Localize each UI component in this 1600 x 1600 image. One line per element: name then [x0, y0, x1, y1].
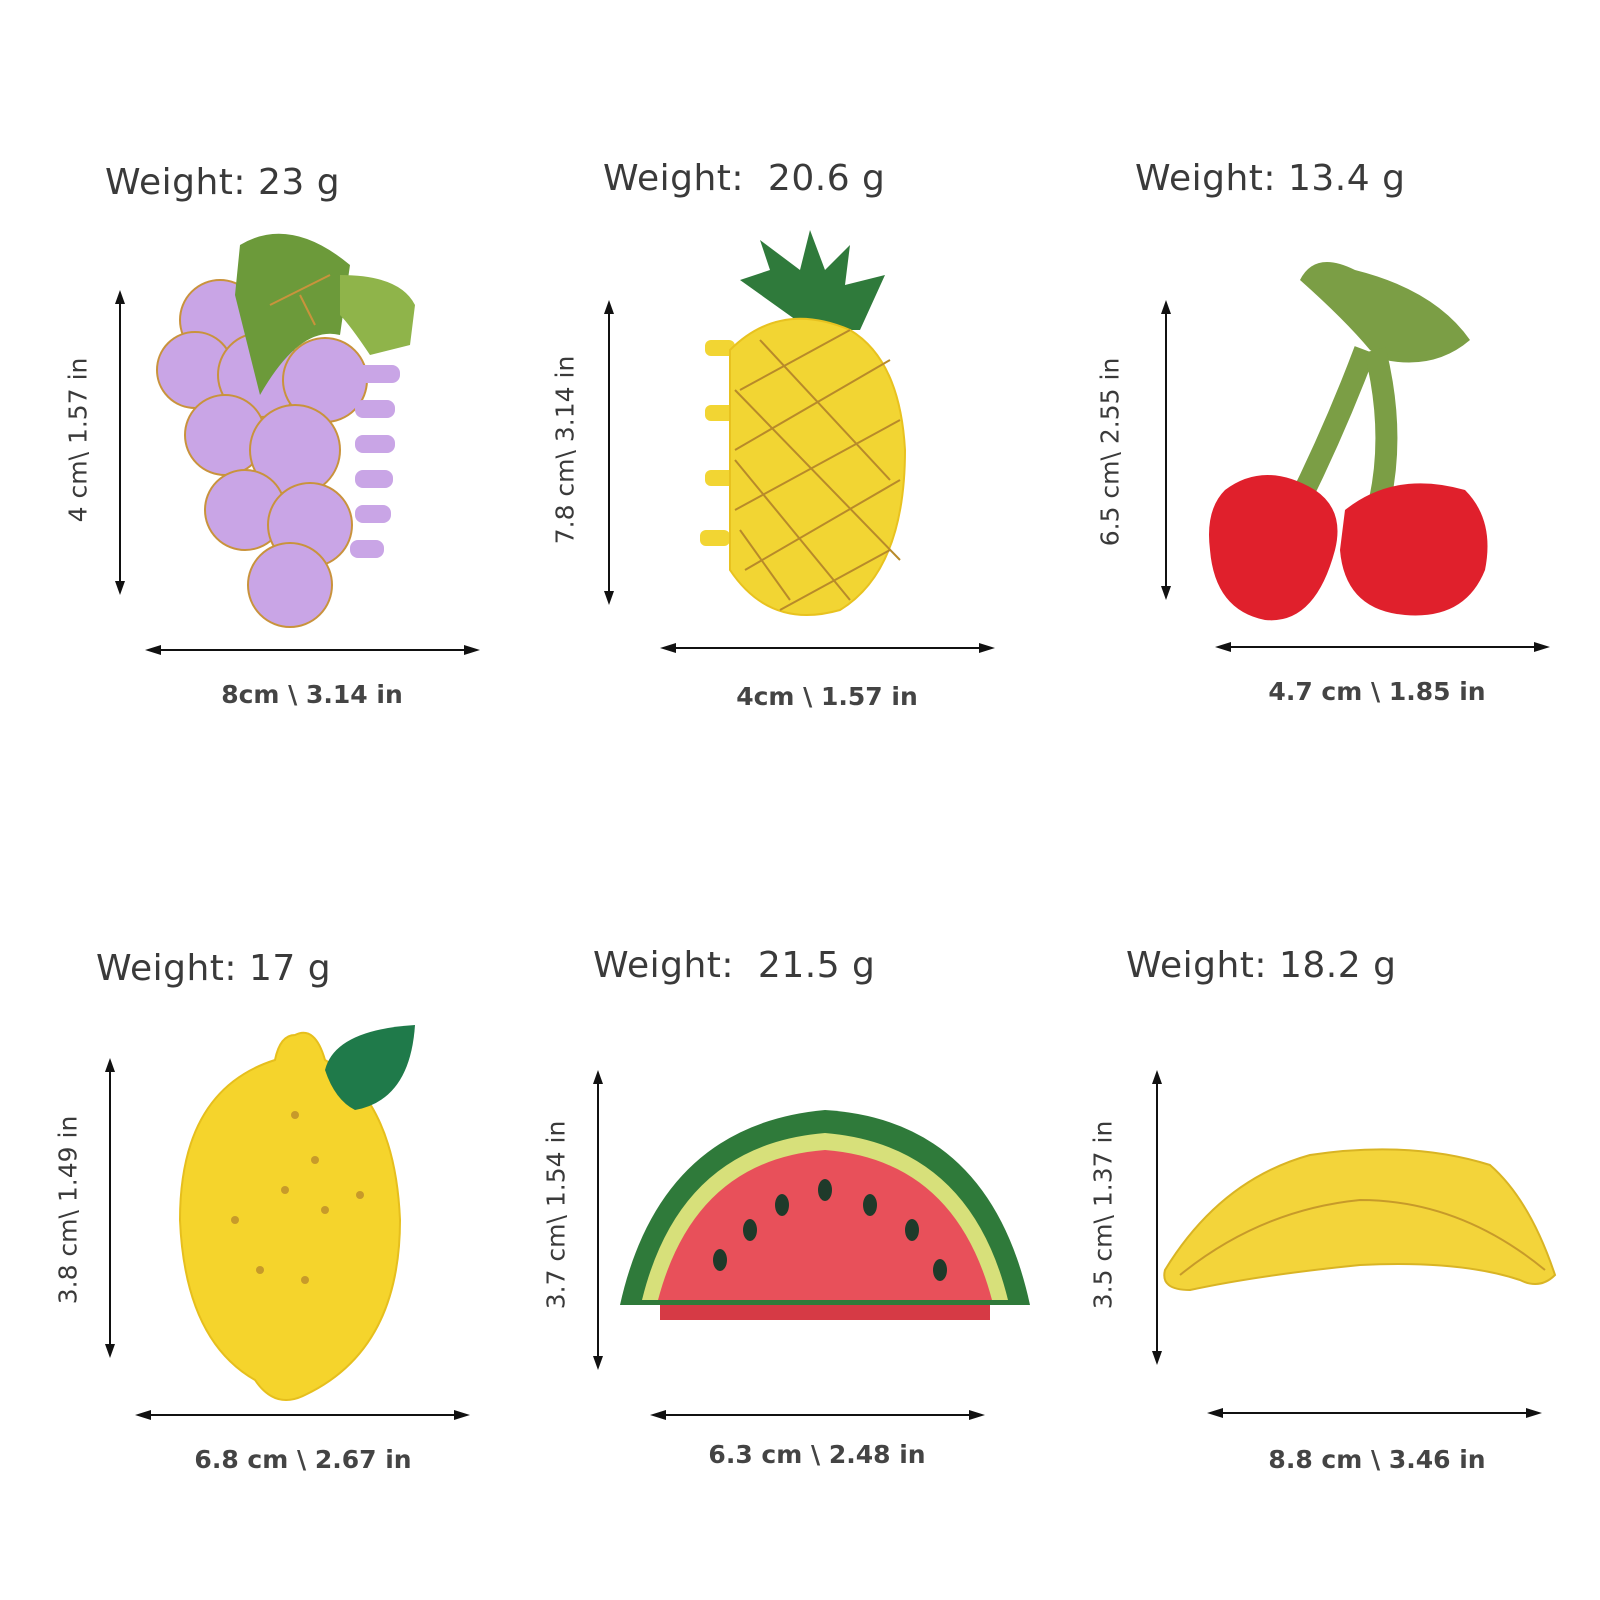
- vertical-arrow-pineapple: [604, 300, 614, 605]
- horizontal-arrow-grape: [145, 645, 480, 655]
- weight-label-lemon: Weight: 17 g: [96, 948, 332, 989]
- width-label-grape: 8cm \ 3.14 in: [221, 680, 403, 709]
- vertical-arrow-grape: [115, 290, 125, 595]
- height-label-cherry: 6.5 cm\ 2.55 in: [1095, 357, 1125, 547]
- width-label-watermelon: 6.3 cm \ 2.48 in: [708, 1440, 926, 1469]
- weight-label-pineapple: Weight: 20.6 g: [603, 158, 886, 199]
- height-label-pineapple: 7.8 cm\ 3.14 in: [550, 355, 580, 545]
- height-label-lemon: 3.8 cm\ 1.49 in: [53, 1115, 83, 1305]
- height-label-banana: 3.5 cm\ 1.37 in: [1088, 1120, 1118, 1310]
- weight-label-grape: Weight: 23 g: [105, 162, 341, 203]
- horizontal-arrow-banana: [1207, 1408, 1542, 1418]
- width-label-banana: 8.8 cm \ 3.46 in: [1268, 1445, 1486, 1474]
- weight-label-banana: Weight: 18.2 g: [1126, 945, 1397, 986]
- width-label-lemon: 6.8 cm \ 2.67 in: [194, 1445, 412, 1474]
- height-label-grape: 4 cm\ 1.57 in: [63, 357, 93, 523]
- vertical-arrow-cherry: [1161, 300, 1171, 600]
- width-label-cherry: 4.7 cm \ 1.85 in: [1268, 677, 1486, 706]
- vertical-arrow-lemon: [105, 1058, 115, 1358]
- pineapple-claw-image: [700, 230, 907, 616]
- watermelon-claw-image: [620, 1110, 1030, 1320]
- vertical-arrow-watermelon: [593, 1070, 603, 1370]
- horizontal-arrow-lemon: [135, 1410, 470, 1420]
- weight-label-watermelon: Weight: 21.5 g: [593, 945, 876, 986]
- grape-claw-image: [156, 233, 415, 628]
- banana-claw-image: [1163, 1148, 1557, 1292]
- height-label-watermelon: 3.7 cm\ 1.54 in: [541, 1120, 571, 1310]
- lemon-claw-image: [178, 1025, 415, 1401]
- horizontal-arrow-pineapple: [660, 643, 995, 653]
- horizontal-arrow-watermelon: [650, 1410, 985, 1420]
- width-label-pineapple: 4cm \ 1.57 in: [736, 682, 918, 711]
- cherry-claw-image: [1209, 262, 1488, 621]
- horizontal-arrow-cherry: [1215, 642, 1550, 652]
- weight-label-cherry: Weight: 13.4 g: [1135, 158, 1406, 199]
- vertical-arrow-banana: [1152, 1070, 1162, 1365]
